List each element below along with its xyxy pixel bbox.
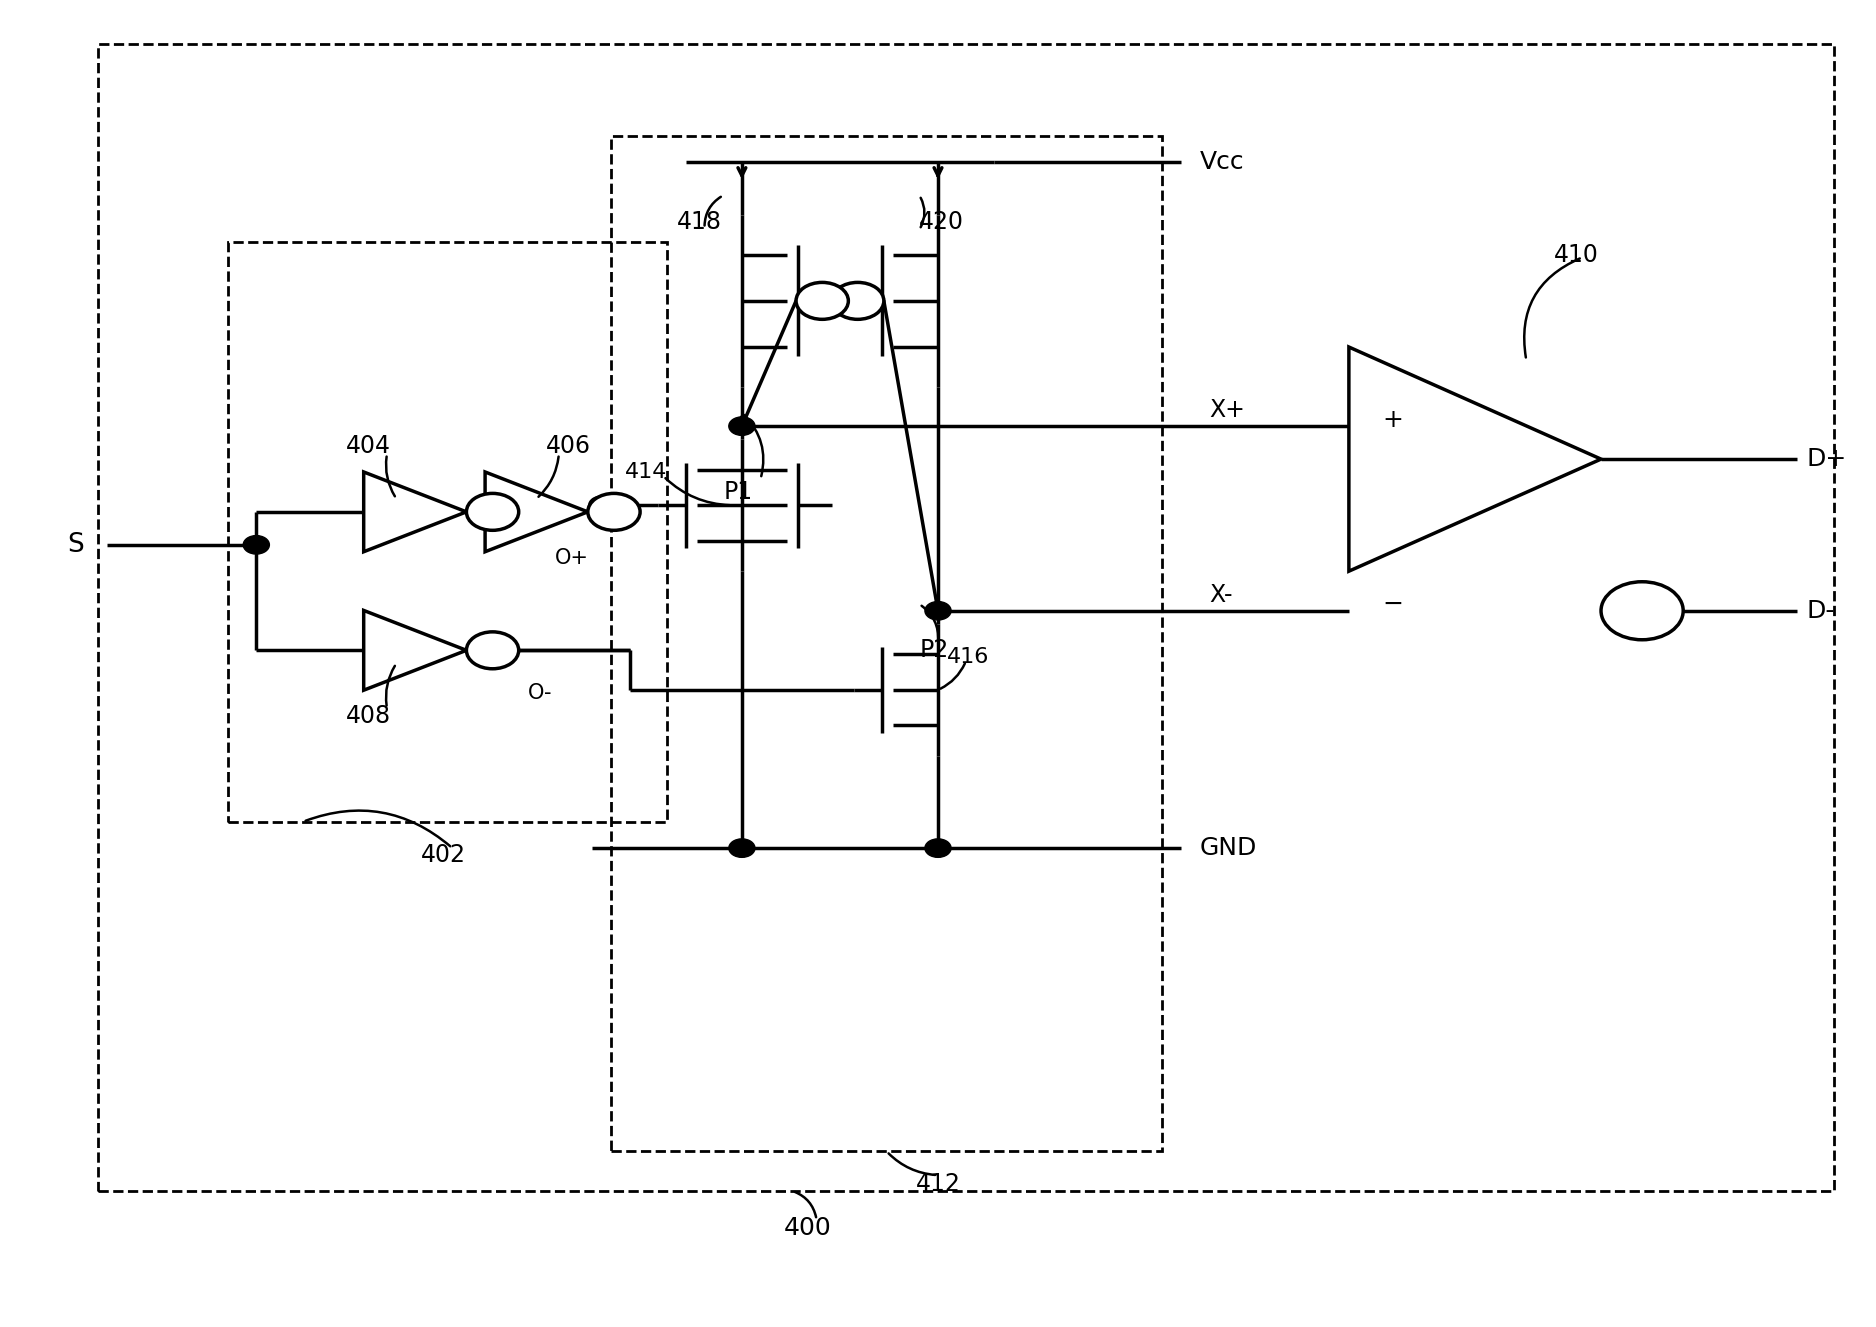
Text: 402: 402 — [420, 843, 465, 867]
Text: 400: 400 — [784, 1216, 831, 1239]
Circle shape — [587, 494, 640, 531]
Text: −: − — [1383, 592, 1403, 616]
Bar — [229, 242, 668, 821]
Text: D+: D+ — [1807, 447, 1846, 471]
Bar — [612, 137, 1161, 1152]
Text: 416: 416 — [947, 646, 991, 667]
Circle shape — [795, 283, 848, 320]
Circle shape — [728, 417, 754, 435]
Text: 404: 404 — [345, 434, 390, 458]
Bar — [98, 44, 1835, 1190]
Circle shape — [925, 839, 951, 857]
Circle shape — [831, 283, 884, 320]
Text: X-: X- — [1208, 583, 1233, 606]
Text: 420: 420 — [919, 210, 964, 234]
Circle shape — [589, 496, 615, 515]
Circle shape — [1600, 581, 1683, 640]
Circle shape — [467, 494, 518, 531]
Circle shape — [728, 839, 754, 857]
Text: 412: 412 — [915, 1172, 961, 1197]
Text: P2: P2 — [919, 638, 949, 662]
Text: 414: 414 — [625, 462, 668, 482]
Text: X+: X+ — [1208, 398, 1244, 422]
Circle shape — [244, 536, 270, 555]
Text: GND: GND — [1199, 836, 1257, 860]
Text: 408: 408 — [345, 705, 390, 729]
Text: O-: O- — [527, 682, 553, 702]
Circle shape — [925, 601, 951, 620]
Text: Vcc: Vcc — [1199, 150, 1244, 174]
Text: +: + — [1383, 407, 1403, 431]
Text: 410: 410 — [1555, 243, 1598, 267]
Text: S: S — [68, 532, 84, 557]
Text: D-: D- — [1807, 598, 1835, 622]
Text: 406: 406 — [546, 434, 591, 458]
Text: O+: O+ — [555, 548, 589, 568]
Circle shape — [467, 632, 518, 669]
Text: P1: P1 — [724, 480, 752, 504]
Text: 418: 418 — [677, 210, 722, 234]
